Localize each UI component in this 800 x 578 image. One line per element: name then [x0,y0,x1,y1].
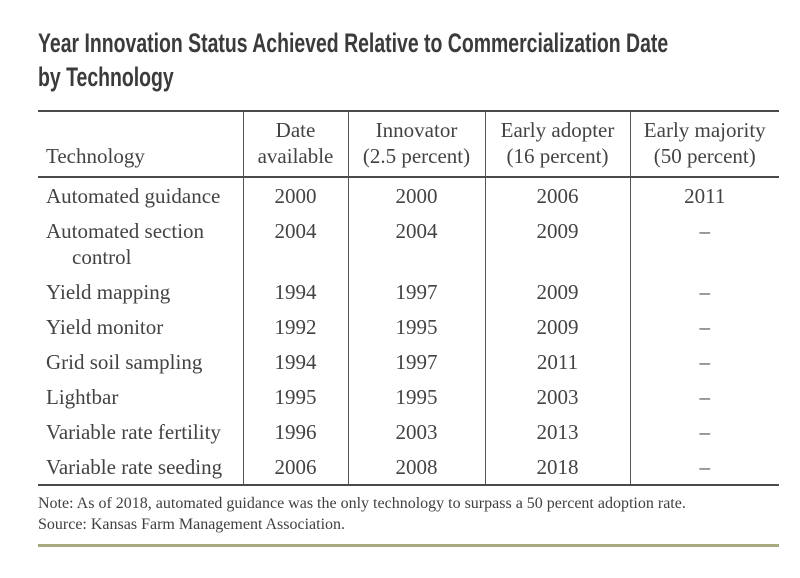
date-available-cell: 1995 [242,379,348,414]
table-row: Automated guidance 2000 2000 2006 2011 [38,177,779,213]
innovator-cell: 1997 [347,344,485,379]
column-header-line: Innovator [375,118,458,142]
early-adopter-cell: 2009 [484,274,630,309]
innovator-cell: 1997 [347,274,485,309]
column-header-date-available: Date available [242,111,348,177]
date-available-cell: 1994 [242,344,348,379]
table-header-row: Technology Date available Innovator (2.5… [38,111,779,177]
innovator-cell: 2004 [347,213,485,274]
column-header-early-adopter: Early adopter (16 percent) [484,111,630,177]
table-title-line-1: Year Innovation Status Achieved Relative… [38,28,669,58]
technology-cell: Variable rate fertility [46,420,221,444]
table-row: Variable rate seeding 2006 2008 2018– [38,449,779,485]
innovation-status-table: Technology Date available Innovator (2.5… [38,110,779,486]
early-adopter-cell: 2006 [484,177,630,213]
table-source: Source: Kansas Farm Management Associati… [38,516,346,533]
date-available-cell: 2004 [242,213,348,274]
early-adopter-cell: 2009 [484,309,630,344]
column-header-line: Early majority [643,118,766,142]
technology-cell: Variable rate seeding [46,455,223,479]
early-adopter-cell: 2011 [484,344,630,379]
table-row: Lightbar 1995 1995 2003– [38,379,779,414]
table-header: Technology Date available Innovator (2.5… [38,111,779,177]
column-header-line: available [257,144,334,168]
table-title-line-2: by Technology [38,62,174,92]
column-header-line: (16 percent) [506,144,609,168]
early-adopter-cell: 2003 [484,379,630,414]
early-majority-cell: – [629,379,779,414]
table-note: Note: As of 2018, automated guidance was… [38,495,686,512]
early-adopter-cell: 2009 [484,213,630,274]
table-row: Automated section control 2004 2004 2009– [38,213,779,274]
date-available-cell: 1992 [242,309,348,344]
early-majority-cell: – [629,414,779,449]
innovator-cell: 2000 [347,177,485,213]
date-available-cell: 1996 [242,414,348,449]
column-header-line: (50 percent) [653,144,756,168]
innovator-cell: 2008 [347,449,485,485]
early-majority-cell: – [629,213,779,274]
column-header-technology: Technology [38,111,243,177]
early-majority-cell: 2011 [629,177,779,213]
innovator-cell: 2003 [347,414,485,449]
early-adopter-cell: 2018 [484,449,630,485]
technology-cell: Grid soil sampling [46,350,203,374]
bottom-rule [38,544,779,547]
column-header-line: (2.5 percent) [362,144,471,168]
early-majority-cell: – [629,344,779,379]
technology-cell: Yield monitor [46,315,164,339]
table-title: Year Innovation Status Achieved Relative… [38,26,669,94]
date-available-cell: 2006 [242,449,348,485]
technology-cell: Yield mapping [46,280,171,304]
column-header-line: Date [275,118,316,142]
table-row: Yield mapping 1994 1997 2009– [38,274,779,309]
innovator-cell: 1995 [347,379,485,414]
column-header-line: Early adopter [500,118,615,142]
column-header-technology-label: Technology [46,144,145,168]
technology-cell: Automated guidance [46,184,221,208]
early-majority-cell: – [629,309,779,344]
table-row: Grid soil sampling 1994 1997 2011– [38,344,779,379]
technology-cell: Lightbar [46,385,119,409]
column-header-early-majority: Early majority (50 percent) [629,111,779,177]
column-header-innovator: Innovator (2.5 percent) [347,111,485,177]
technology-cell: Automated section control [46,219,205,269]
innovator-cell: 1995 [347,309,485,344]
table-row: Variable rate fertility 1996 2003 2013– [38,414,779,449]
early-majority-cell: – [629,449,779,485]
table-footnotes: Note: As of 2018, automated guidance was… [38,493,779,535]
table-body: Automated guidance 2000 2000 2006 2011 Automa… [38,177,779,485]
early-majority-cell: – [629,274,779,309]
date-available-cell: 1994 [242,274,348,309]
table-row: Yield monitor 1992 1995 2009– [38,309,779,344]
early-adopter-cell: 2013 [484,414,630,449]
date-available-cell: 2000 [242,177,348,213]
